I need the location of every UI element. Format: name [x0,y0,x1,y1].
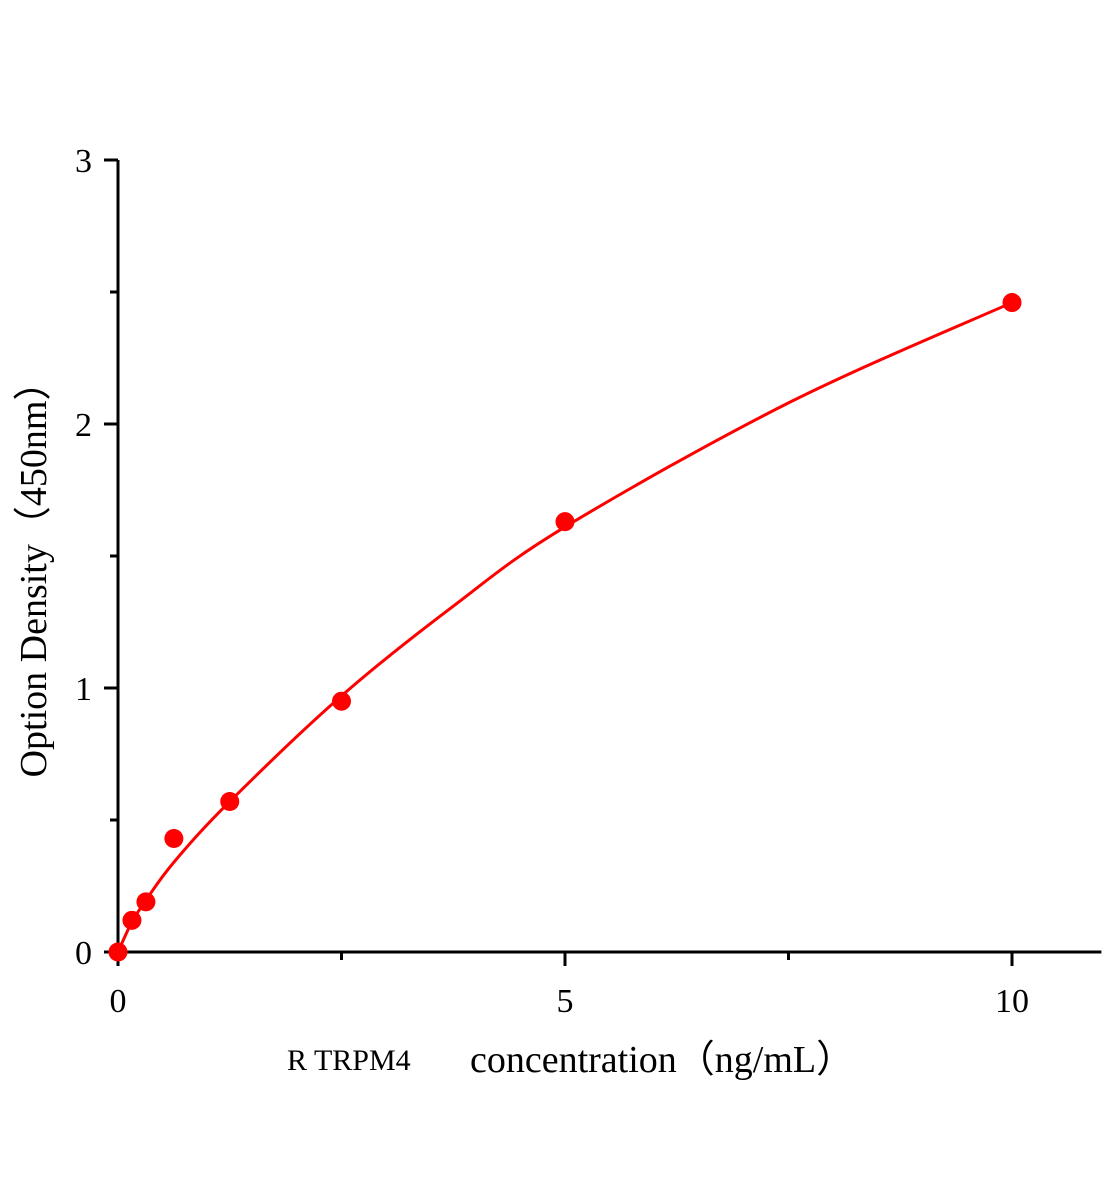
data-point [136,892,156,912]
fitted-curve-layer [116,301,1013,953]
x-axis-label: concentration（ng/mL） [470,1039,854,1081]
x-tick-label: 5 [557,983,574,1020]
y-tick-label: 0 [75,935,92,972]
data-point [220,792,240,812]
y-tick-label: 3 [75,143,92,180]
x-tick-label: 0 [110,983,127,1020]
data-points [108,293,1022,962]
y-tick-labels: 0 1 2 3 [75,143,92,972]
data-point [122,910,142,930]
data-point [108,942,128,962]
x-axis-label-prefix: R TRPM4 [287,1044,411,1077]
x-tick-label: 10 [995,983,1029,1020]
x-tick-labels: 0 5 10 [110,983,1030,1020]
data-point [555,512,575,532]
data-point [332,691,351,711]
fitted-curve [116,301,1013,953]
data-point [1002,293,1022,313]
y-tick-label: 1 [75,671,92,708]
y-tick-label: 2 [75,407,92,444]
data-point [164,828,184,848]
axes [104,158,1102,966]
y-axis-label: Option Density（450nm） [13,363,55,778]
